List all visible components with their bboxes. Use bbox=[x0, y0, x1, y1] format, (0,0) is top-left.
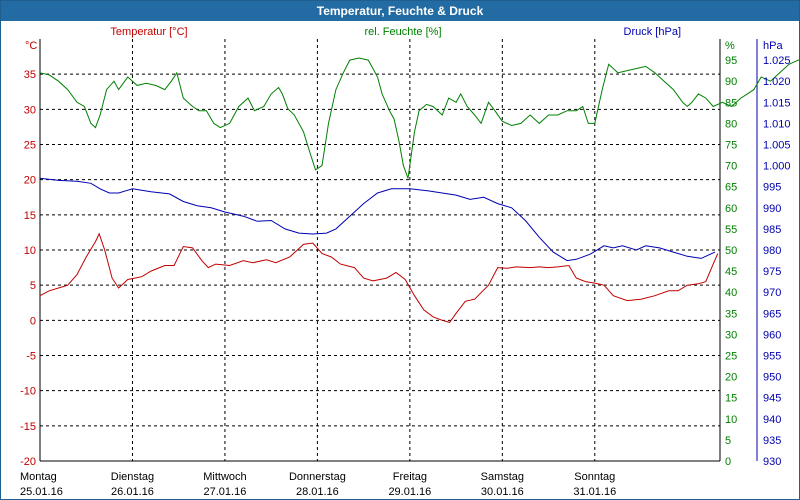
pressure-tick-label: 1.025 bbox=[763, 55, 791, 67]
humidity-tick-label: 75 bbox=[725, 140, 737, 152]
humidity-tick-label: 65 bbox=[725, 182, 737, 194]
pressure-tick-label: 955 bbox=[763, 351, 781, 363]
x-tick-day: Montag bbox=[20, 471, 57, 483]
chart-title: Temperatur, Feuchte & Druck bbox=[1, 1, 799, 21]
humidity-tick-label: 70 bbox=[725, 161, 737, 173]
x-tick-day: Sonntag bbox=[574, 471, 615, 483]
pressure-tick-label: 970 bbox=[763, 287, 781, 299]
x-tick-date: 27.01.16 bbox=[204, 486, 247, 498]
pressure-series-label: Druck [hPa] bbox=[624, 26, 681, 38]
humidity-tick-label: 50 bbox=[725, 245, 737, 257]
pressure-tick-label: 935 bbox=[763, 435, 781, 447]
pressure-tick-label: 1.005 bbox=[763, 140, 791, 152]
series-lines bbox=[39, 57, 800, 323]
pressure-tick-label: 945 bbox=[763, 393, 781, 405]
pressure-tick-label: 950 bbox=[763, 372, 781, 384]
pressure-tick-label: 960 bbox=[763, 329, 781, 341]
humidity-tick-label: 0 bbox=[725, 456, 731, 468]
humidity-series-label: rel. Feuchte [%] bbox=[364, 26, 441, 38]
grid-lines bbox=[40, 39, 720, 461]
humidity-tick-label: 40 bbox=[725, 287, 737, 299]
x-tick-day: Mittwoch bbox=[203, 471, 246, 483]
humidity-tick-label: 30 bbox=[725, 329, 737, 341]
temperature-tick-label: 0 bbox=[30, 315, 36, 327]
pressure-tick-label: 1.010 bbox=[763, 118, 791, 130]
x-tick-date: 31.01.16 bbox=[573, 486, 616, 498]
x-tick-day: Dienstag bbox=[111, 471, 154, 483]
x-tick-date: 28.01.16 bbox=[296, 486, 339, 498]
humidity-tick-label: 20 bbox=[725, 372, 737, 384]
x-tick-date: 29.01.16 bbox=[388, 486, 431, 498]
temperature-series-line bbox=[39, 232, 719, 323]
humidity-tick-label: 5 bbox=[725, 435, 731, 447]
temperature-tick-label: -15 bbox=[20, 421, 36, 433]
x-tick-date: 25.01.16 bbox=[20, 486, 63, 498]
axis-lines bbox=[39, 39, 758, 462]
axis-labels: 35302520151050-5-10-15-20°C9590858075706… bbox=[20, 26, 791, 498]
humidity-tick-label: 95 bbox=[725, 55, 737, 67]
x-tick-day: Samstag bbox=[481, 471, 524, 483]
x-tick-date: 30.01.16 bbox=[481, 486, 524, 498]
pressure-tick-label: 995 bbox=[763, 182, 781, 194]
humidity-tick-label: 10 bbox=[725, 414, 737, 426]
pressure-series-line bbox=[39, 177, 716, 262]
humidity-tick-label: 55 bbox=[725, 224, 737, 236]
pressure-tick-label: 990 bbox=[763, 203, 781, 215]
x-tick-day: Freitag bbox=[393, 471, 427, 483]
temperature-unit: °C bbox=[25, 40, 37, 52]
humidity-tick-label: 60 bbox=[725, 203, 737, 215]
temperature-tick-label: 20 bbox=[24, 175, 36, 187]
temperature-tick-label: -5 bbox=[26, 351, 36, 363]
temperature-tick-label: 15 bbox=[24, 210, 36, 222]
humidity-tick-label: 35 bbox=[725, 308, 737, 320]
pressure-tick-label: 930 bbox=[763, 456, 781, 468]
pressure-tick-label: 1.015 bbox=[763, 97, 791, 109]
humidity-series-line bbox=[39, 57, 800, 179]
temperature-tick-label: 25 bbox=[24, 140, 36, 152]
pressure-tick-label: 975 bbox=[763, 266, 781, 278]
humidity-tick-label: 25 bbox=[725, 351, 737, 363]
temperature-series-label: Temperatur [°C] bbox=[110, 26, 187, 38]
humidity-unit: % bbox=[725, 40, 735, 52]
temperature-tick-label: -20 bbox=[20, 456, 36, 468]
temperature-tick-label: 5 bbox=[30, 280, 36, 292]
humidity-tick-label: 15 bbox=[725, 393, 737, 405]
humidity-tick-label: 90 bbox=[725, 76, 737, 88]
humidity-tick-label: 45 bbox=[725, 266, 737, 278]
pressure-unit: hPa bbox=[763, 40, 783, 52]
pressure-tick-label: 980 bbox=[763, 245, 781, 257]
x-tick-date: 26.01.16 bbox=[111, 486, 154, 498]
temperature-tick-label: -10 bbox=[20, 386, 36, 398]
temperature-tick-label: 10 bbox=[24, 245, 36, 257]
pressure-tick-label: 1.020 bbox=[763, 76, 791, 88]
x-tick-day: Donnerstag bbox=[289, 471, 346, 483]
pressure-tick-label: 985 bbox=[763, 224, 781, 236]
pressure-tick-label: 965 bbox=[763, 308, 781, 320]
temperature-tick-label: 35 bbox=[24, 69, 36, 81]
humidity-tick-label: 80 bbox=[725, 118, 737, 130]
humidity-tick-label: 85 bbox=[725, 97, 737, 109]
pressure-tick-label: 1.000 bbox=[763, 161, 791, 173]
pressure-tick-label: 940 bbox=[763, 414, 781, 426]
temperature-tick-label: 30 bbox=[24, 104, 36, 116]
